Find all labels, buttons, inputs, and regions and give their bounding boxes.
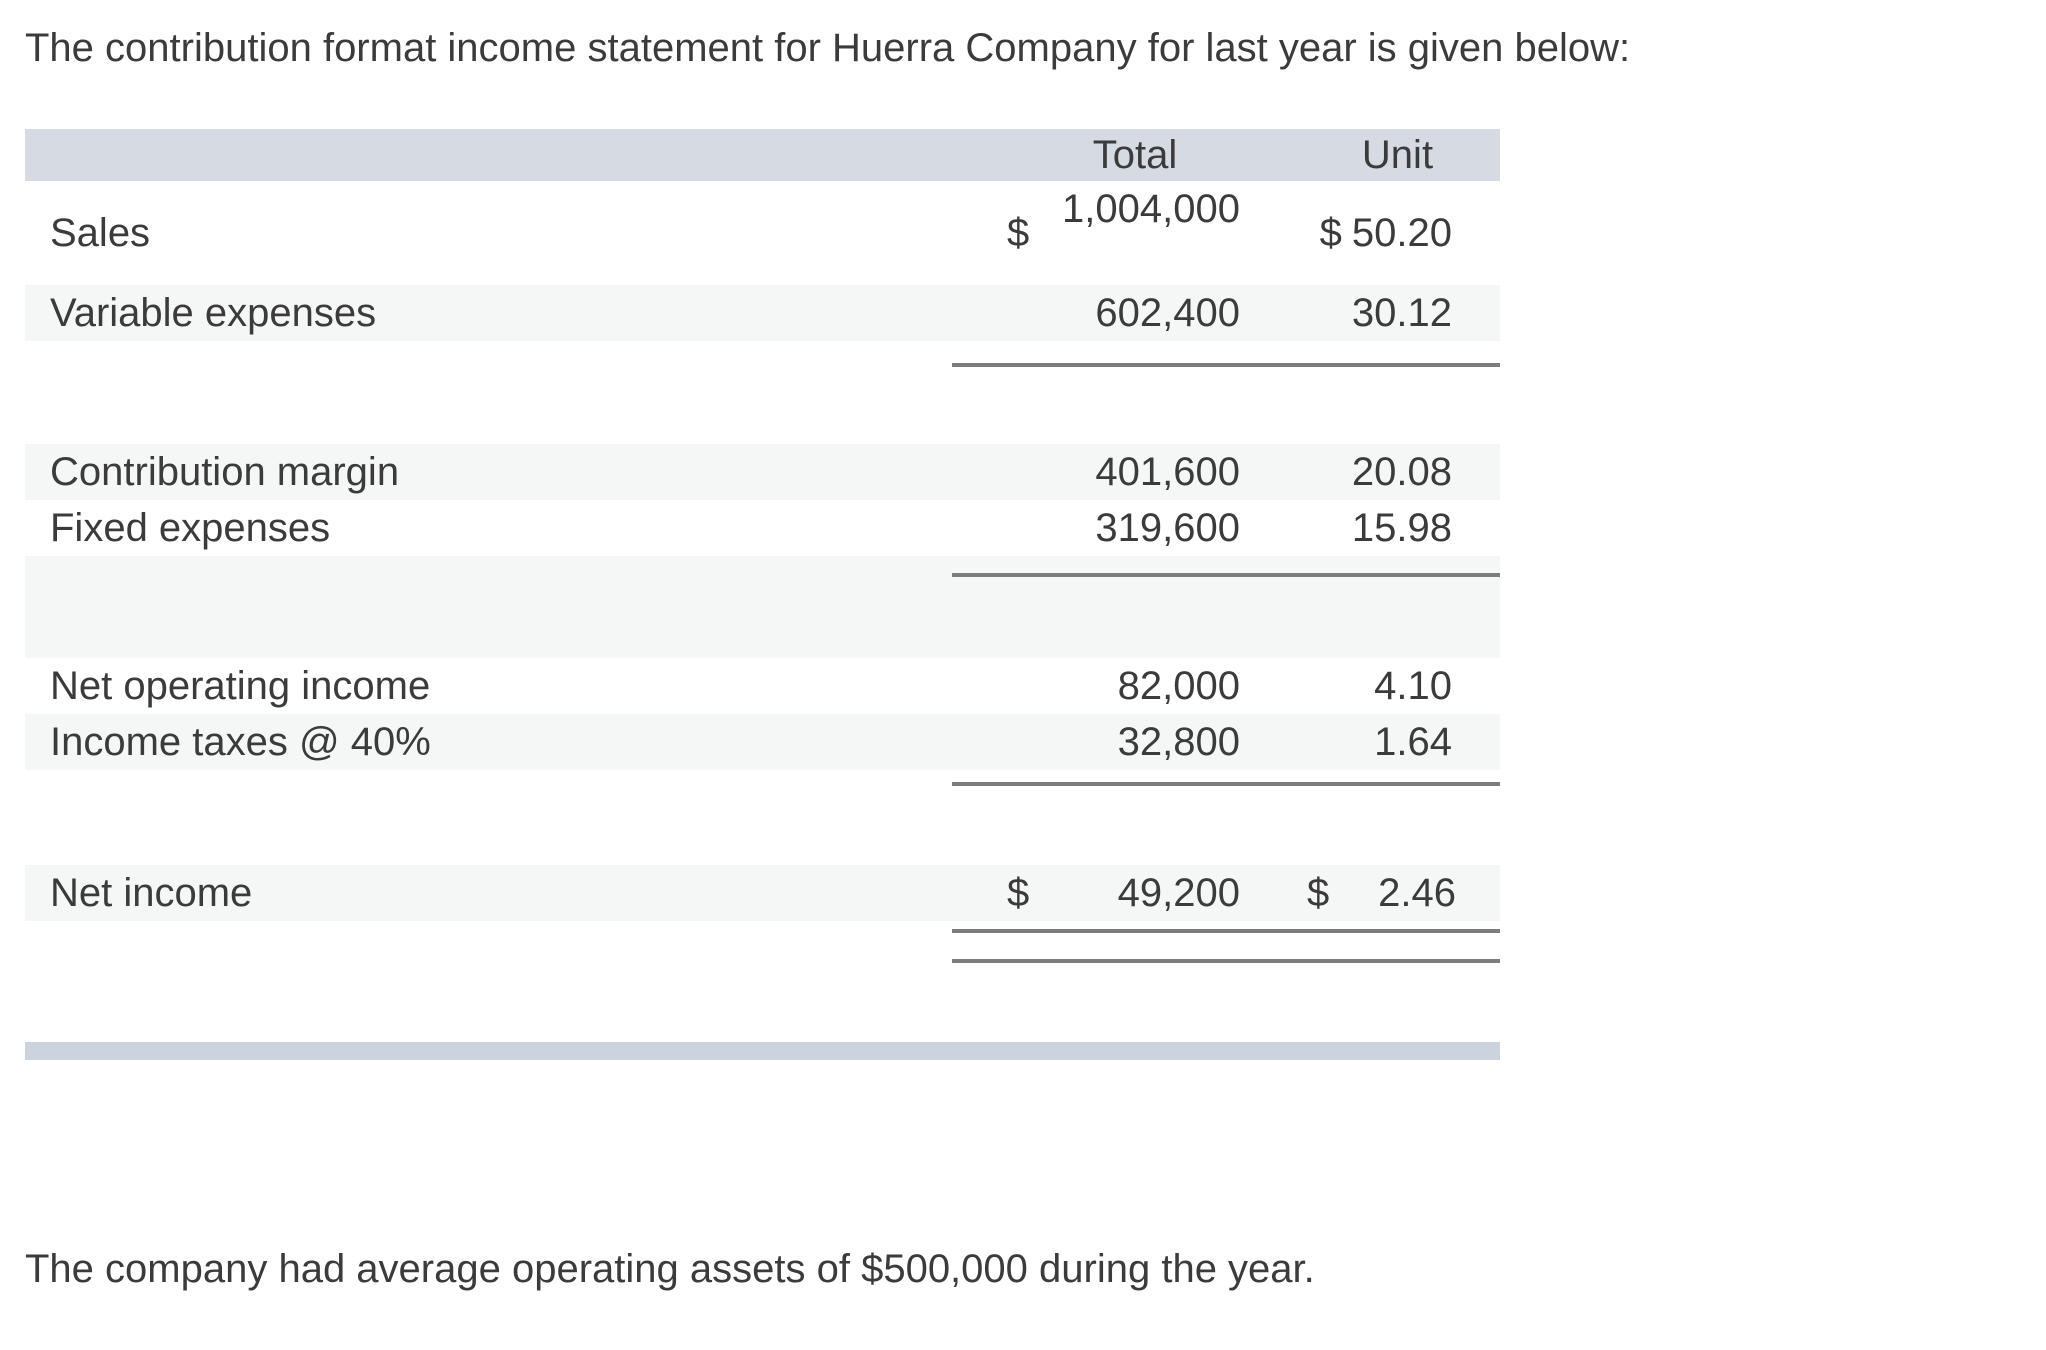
total-value: 1,004,000 <box>1062 187 1240 231</box>
double-rule-bottom <box>952 959 1500 963</box>
subtotal-divider-section <box>25 770 1500 865</box>
single-rule-divider <box>952 363 1500 367</box>
currency-symbol: $ <box>1307 870 1330 915</box>
table-row-contribution-margin: Contribution margin 401,600 20.08 <box>25 444 1500 500</box>
table-footer-bar <box>25 1042 1500 1060</box>
total-cell: 319,600 <box>1095 505 1240 550</box>
table-row-income-taxes: Income taxes @ 40% 32,800 1.64 <box>25 714 1500 770</box>
table-row-variable-expenses: Variable expenses 602,400 30.12 <box>25 285 1500 341</box>
unit-value: 50.20 <box>1351 210 1452 255</box>
unit-value: 2.46 <box>1378 870 1456 915</box>
total-cell: $ 49,200 <box>955 871 1255 916</box>
row-label: Income taxes @ 40% <box>50 719 431 764</box>
table-header-row: Total Unit <box>25 129 1500 181</box>
table-row-net-income: Net income $ 49,200 $ 2.46 <box>25 865 1500 921</box>
single-rule-divider <box>952 782 1500 786</box>
total-cell: 82,000 <box>1117 663 1240 708</box>
total-cell: 602,400 <box>1095 290 1240 335</box>
header-total-cell: Total <box>1092 132 1178 177</box>
double-rule-top <box>952 929 1500 933</box>
currency-symbol: $ <box>1007 870 1030 915</box>
row-label: Contribution margin <box>50 449 400 494</box>
intro-text: The contribution format income statement… <box>25 26 1631 70</box>
income-statement-table: Total Unit Sales $ 1,004,000 $ 50.20 Var… <box>25 129 1500 1060</box>
unit-cell: $ 2.46 <box>1255 871 1500 916</box>
table-row-sales: Sales $ 1,004,000 $ 50.20 <box>25 181 1500 285</box>
table-row-net-operating-income: Net operating income 82,000 4.10 <box>25 658 1500 714</box>
subtotal-divider-section <box>25 341 1500 444</box>
single-rule-divider <box>952 573 1500 577</box>
unit-cell: 15.98 <box>1351 505 1452 550</box>
total-value: 49,200 <box>1117 870 1240 915</box>
total-cell: $ 1,004,000 <box>955 181 1255 285</box>
header-unit-cell: Unit <box>1361 132 1434 177</box>
unit-cell: 30.12 <box>1351 290 1452 335</box>
note-text: The company had average operating assets… <box>25 1247 1315 1291</box>
subtotal-divider-section <box>25 556 1500 658</box>
unit-cell: 1.64 <box>1374 719 1452 764</box>
grand-total-divider-section <box>25 921 1500 1042</box>
total-cell: 401,600 <box>1095 449 1240 494</box>
total-cell: 32,800 <box>1117 719 1240 764</box>
table-row-fixed-expenses: Fixed expenses 319,600 15.98 <box>25 500 1500 556</box>
unit-cell: 20.08 <box>1351 449 1452 494</box>
row-label: Net income <box>50 870 253 915</box>
currency-symbol: $ <box>1319 210 1342 255</box>
row-label: Fixed expenses <box>50 505 331 550</box>
row-label: Net operating income <box>50 663 431 708</box>
row-label: Variable expenses <box>50 290 377 335</box>
currency-symbol: $ <box>1007 210 1030 255</box>
unit-cell: 4.10 <box>1374 663 1452 708</box>
unit-cell: $ 50.20 <box>1255 211 1500 256</box>
row-label: Sales <box>50 210 151 255</box>
